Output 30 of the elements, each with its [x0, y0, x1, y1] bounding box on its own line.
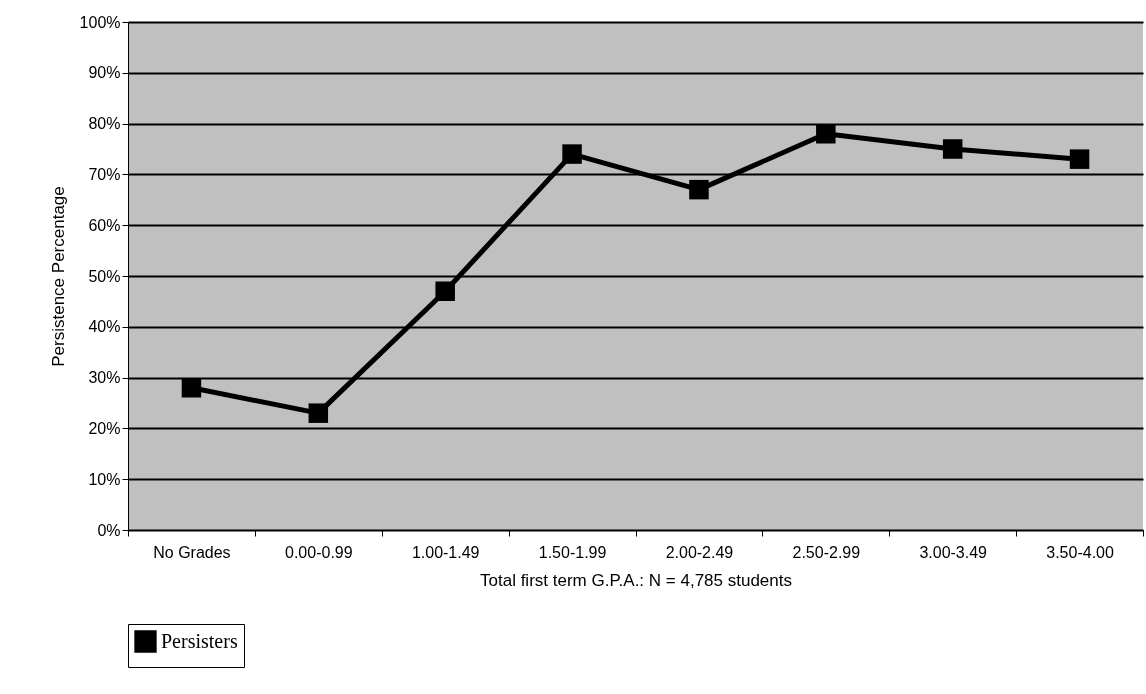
point: [689, 179, 709, 200]
x-tick-label: 2.50-2.99: [792, 543, 861, 561]
point: [942, 139, 963, 159]
y-tick-label: 30%: [88, 369, 121, 387]
x-tick-label: 3.00-3.49: [919, 543, 988, 561]
x-tick-label: 3.50-4.00: [1046, 543, 1114, 561]
point: [816, 124, 836, 144]
point: [1069, 149, 1090, 169]
x-tick-label: 2.00-2.49: [665, 543, 734, 561]
y-tick-label: 70%: [88, 165, 121, 183]
x-axis-title: Total first term G.P.A.: N = 4,785 students: [480, 570, 792, 590]
y-tick-label: 0%: [97, 521, 121, 539]
x-tick-label: 0.00-0.99: [285, 543, 353, 561]
y-tick-label: 80%: [88, 115, 121, 133]
point: [562, 144, 582, 164]
y-tick-label: 10%: [88, 470, 121, 488]
y-axis-title: Persistence Percentage: [48, 186, 68, 367]
point: [308, 403, 329, 423]
x-tick-label: No Grades: [153, 543, 231, 561]
x-tick-label: 1.50-1.99: [538, 543, 607, 561]
y-tick-label: 50%: [88, 267, 121, 285]
legend-label: Persisters: [161, 629, 238, 652]
y-tick-label: 20%: [88, 419, 121, 437]
point: [181, 378, 202, 398]
y-tick-label: 60%: [88, 216, 121, 234]
point: [435, 281, 455, 301]
x-tick-label: 1.00-1.49: [411, 543, 480, 561]
y-tick-label: 40%: [88, 318, 121, 336]
y-tick-label: 100%: [79, 13, 121, 31]
y-tick-label: 90%: [88, 64, 121, 82]
